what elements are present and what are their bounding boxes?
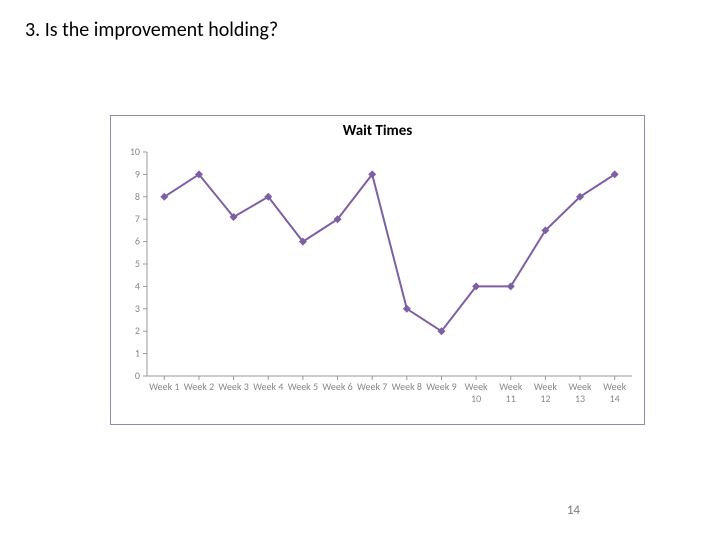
svg-text:12: 12	[540, 392, 550, 405]
svg-text:14: 14	[610, 392, 620, 405]
svg-text:6: 6	[135, 235, 140, 248]
chart-title: Wait Times	[111, 122, 644, 140]
svg-text:5: 5	[135, 257, 140, 270]
svg-text:10: 10	[471, 392, 481, 405]
svg-text:9: 9	[135, 167, 140, 180]
svg-text:Week 6: Week 6	[322, 380, 352, 393]
svg-text:Week 2: Week 2	[184, 380, 214, 393]
svg-text:Week 8: Week 8	[392, 380, 422, 393]
chart-plot-area: 012345678910Week 1Week 2Week 3Week 4Week…	[117, 146, 640, 418]
svg-text:Week 4: Week 4	[253, 380, 283, 393]
svg-text:Week 5: Week 5	[288, 380, 318, 393]
svg-text:3: 3	[135, 302, 140, 315]
svg-text:7: 7	[135, 212, 140, 225]
svg-text:13: 13	[575, 392, 585, 405]
svg-text:1: 1	[135, 347, 140, 360]
svg-text:11: 11	[506, 392, 516, 405]
svg-text:4: 4	[135, 279, 140, 292]
svg-text:8: 8	[135, 190, 140, 203]
svg-text:Week 7: Week 7	[357, 380, 387, 393]
svg-text:Week 1: Week 1	[149, 380, 179, 393]
slide-heading: 3. Is the improvement holding?	[25, 18, 278, 42]
svg-text:0: 0	[135, 369, 140, 382]
svg-text:Week 9: Week 9	[426, 380, 456, 393]
svg-text:10: 10	[130, 146, 140, 158]
svg-text:Week 3: Week 3	[218, 380, 248, 393]
page-number: 14	[567, 503, 580, 518]
wait-times-chart: Wait Times 012345678910Week 1Week 2Week …	[110, 115, 645, 425]
svg-text:2: 2	[135, 324, 140, 337]
